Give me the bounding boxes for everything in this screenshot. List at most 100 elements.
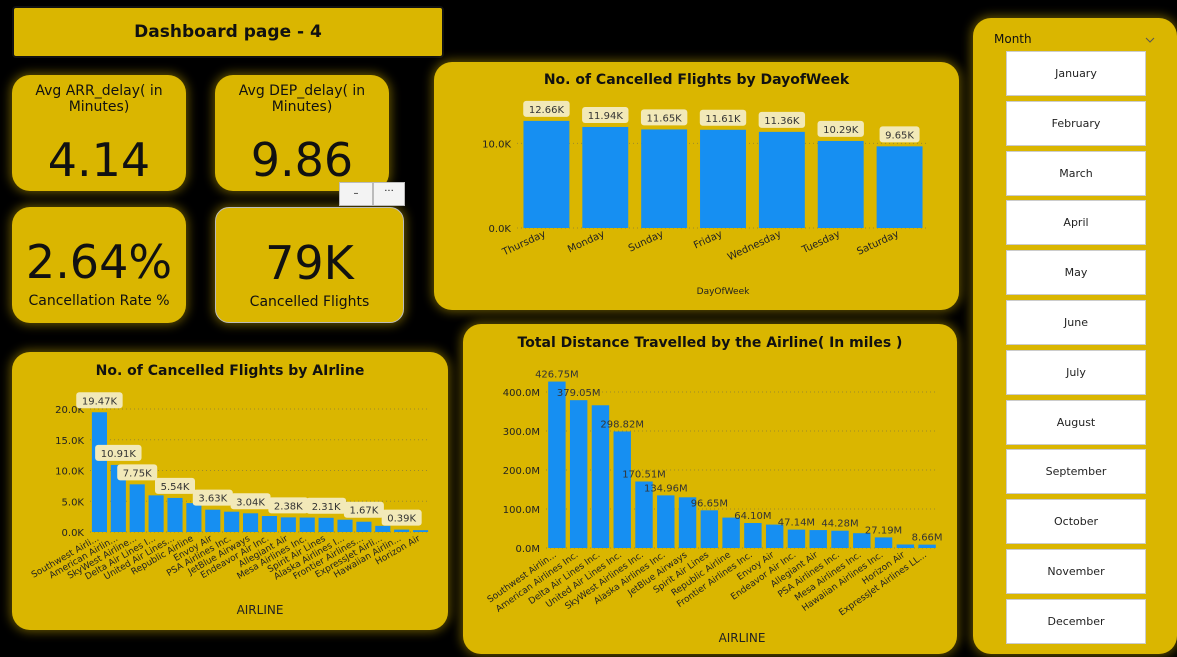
kpi-label: Avg DEP_delay( in Minutes) bbox=[238, 83, 366, 115]
x-axis-title: AIRLINE bbox=[237, 603, 284, 617]
x-tick-label: Saturday bbox=[855, 229, 901, 258]
bar[interactable] bbox=[896, 544, 915, 548]
bar[interactable] bbox=[876, 146, 923, 228]
bar[interactable] bbox=[641, 129, 688, 228]
bar[interactable] bbox=[205, 509, 221, 532]
y-tick-label: 15.0K bbox=[55, 436, 84, 447]
chart-card-distance[interactable]: Total Distance Travelled by the Airline(… bbox=[463, 324, 957, 654]
bar[interactable] bbox=[523, 120, 570, 228]
bar[interactable] bbox=[765, 524, 784, 548]
bar[interactable] bbox=[722, 517, 740, 548]
bar[interactable] bbox=[787, 529, 806, 548]
bar[interactable] bbox=[299, 517, 315, 532]
bar[interactable] bbox=[569, 400, 588, 548]
data-label: 96.65M bbox=[691, 498, 728, 509]
bar[interactable] bbox=[853, 533, 871, 548]
month-option-august[interactable]: August bbox=[1006, 399, 1146, 445]
month-option-january[interactable]: January bbox=[1006, 51, 1146, 96]
x-axis-title: AIRLINE bbox=[719, 631, 766, 645]
month-option-july[interactable]: July bbox=[1006, 349, 1146, 395]
more-options-button[interactable]: ··· bbox=[373, 182, 405, 206]
data-label: 2.31K bbox=[312, 502, 341, 513]
month-option-june[interactable]: June bbox=[1006, 300, 1146, 345]
data-label: 12.66K bbox=[529, 105, 565, 116]
bar[interactable] bbox=[280, 517, 296, 532]
data-label-box bbox=[817, 120, 864, 137]
data-label: 3.04K bbox=[236, 497, 265, 508]
month-option-december[interactable]: December bbox=[1006, 598, 1146, 644]
bar[interactable] bbox=[224, 511, 240, 532]
kpi-card-cancellation-rate[interactable]: 2.64% Cancellation Rate % bbox=[12, 207, 186, 323]
bar[interactable] bbox=[635, 481, 653, 548]
month-option-february[interactable]: February bbox=[1006, 100, 1146, 146]
bar[interactable] bbox=[318, 517, 334, 532]
data-label: 7.75K bbox=[123, 468, 152, 479]
chart-card-airline[interactable]: No. of Cancelled Flights by AIrline 20.0… bbox=[12, 352, 448, 630]
bar[interactable] bbox=[678, 497, 697, 548]
kpi-label: Avg ARR_delay( in Minutes) bbox=[35, 83, 163, 115]
data-label-box bbox=[117, 464, 158, 481]
bar[interactable] bbox=[375, 525, 391, 532]
bar[interactable] bbox=[186, 503, 202, 532]
y-tick-label: 20.0K bbox=[55, 405, 84, 416]
x-tick-label: Friday bbox=[692, 229, 724, 252]
month-option-november[interactable]: November bbox=[1006, 549, 1146, 594]
chart-title: No. of Cancelled Flights by DayofWeek bbox=[543, 72, 850, 88]
bar[interactable] bbox=[337, 519, 353, 532]
bar[interactable] bbox=[548, 381, 566, 548]
page-title-text: Dashboard page - 4 bbox=[134, 22, 322, 42]
bar[interactable] bbox=[356, 521, 372, 532]
data-label-box bbox=[230, 493, 271, 510]
month-option-april[interactable]: April bbox=[1006, 200, 1146, 246]
month-option-may[interactable]: May bbox=[1006, 250, 1146, 296]
bar[interactable] bbox=[167, 497, 183, 532]
bar[interactable] bbox=[700, 510, 719, 548]
data-label: 5.54K bbox=[161, 482, 190, 493]
bar[interactable] bbox=[91, 412, 107, 532]
bar[interactable] bbox=[613, 431, 631, 548]
bar[interactable] bbox=[657, 495, 675, 548]
data-label: 426.75M bbox=[535, 370, 579, 381]
bar[interactable] bbox=[758, 131, 805, 228]
y-tick-label: 10.0K bbox=[55, 467, 84, 478]
data-label-box bbox=[758, 111, 806, 128]
bar[interactable] bbox=[591, 405, 610, 548]
month-option-october[interactable]: October bbox=[1006, 499, 1146, 545]
month-option-march[interactable]: March bbox=[1006, 150, 1146, 196]
bar[interactable] bbox=[261, 516, 277, 532]
chart-title: No. of Cancelled Flights by AIrline bbox=[95, 363, 365, 379]
data-label: 27.19M bbox=[865, 525, 902, 536]
data-label: 64.10M bbox=[734, 511, 771, 522]
bar[interactable] bbox=[874, 537, 893, 548]
chart-card-dayofweek[interactable]: No. of Cancelled Flights by DayofWeek 10… bbox=[434, 62, 959, 310]
y-tick-label: 0.0K bbox=[489, 224, 512, 235]
data-label: 0.39K bbox=[387, 514, 416, 525]
kpi-card-dep-delay[interactable]: Avg DEP_delay( in Minutes) 9.86 bbox=[215, 75, 389, 191]
bar[interactable] bbox=[918, 544, 936, 548]
data-label-box bbox=[155, 477, 195, 494]
bar[interactable] bbox=[413, 530, 429, 532]
minimize-button[interactable]: – bbox=[339, 182, 373, 206]
kpi-card-cancelled-flights[interactable]: 79K Cancelled Flights bbox=[215, 207, 404, 323]
bar[interactable] bbox=[831, 530, 849, 548]
data-label-box bbox=[192, 489, 233, 506]
x-tick-label: Tuesday bbox=[800, 229, 843, 257]
bar[interactable] bbox=[243, 513, 259, 532]
data-label: 47.14M bbox=[778, 518, 815, 529]
bar[interactable] bbox=[129, 484, 145, 532]
data-label: 9.65K bbox=[885, 130, 914, 141]
bar[interactable] bbox=[700, 129, 746, 228]
bar[interactable] bbox=[582, 126, 629, 228]
bar[interactable] bbox=[110, 464, 126, 532]
kpi-card-arr-delay[interactable]: Avg ARR_delay( in Minutes) 4.14 bbox=[12, 75, 186, 191]
bar[interactable] bbox=[809, 530, 827, 548]
bar[interactable] bbox=[148, 495, 164, 532]
chevron-down-icon[interactable] bbox=[1145, 30, 1155, 43]
data-label: 8.66M bbox=[912, 533, 943, 544]
month-option-september[interactable]: September bbox=[1006, 449, 1146, 495]
bar[interactable] bbox=[817, 140, 864, 228]
x-tick-label: Sunday bbox=[627, 229, 666, 255]
month-slicer[interactable]: Month January February March April May June Ju… bbox=[973, 18, 1177, 654]
bar[interactable] bbox=[744, 523, 762, 548]
bar[interactable] bbox=[394, 529, 410, 532]
